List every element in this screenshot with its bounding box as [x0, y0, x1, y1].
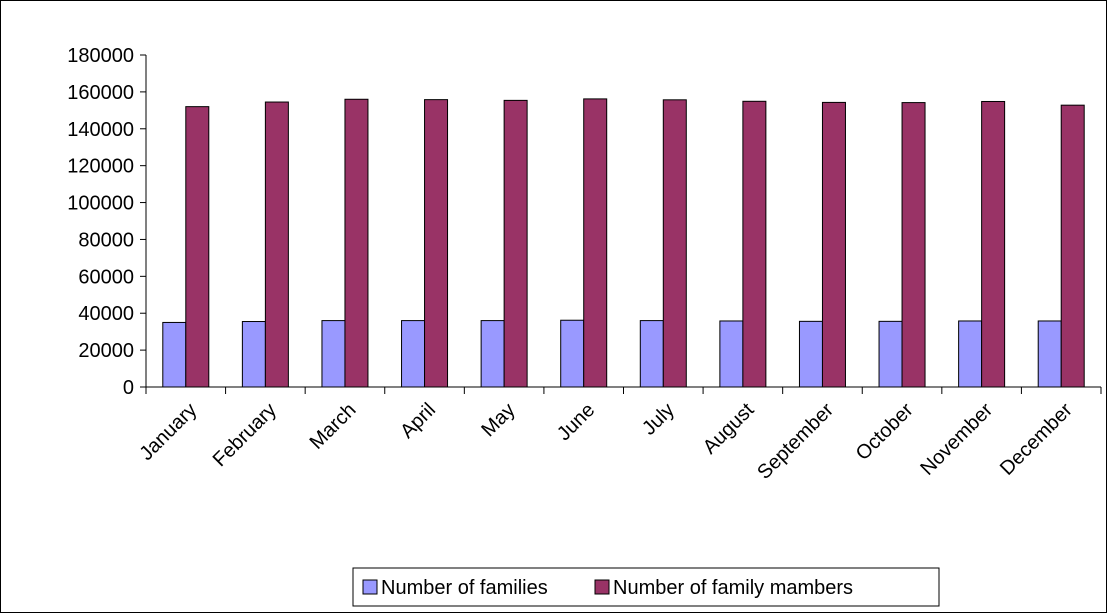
bar-family-members [185, 106, 210, 388]
legend-box [352, 567, 940, 607]
y-tick-label: 100000 [67, 193, 134, 215]
bar-families [162, 321, 187, 388]
bar-families [639, 320, 664, 388]
bars [162, 98, 1085, 388]
x-category-label: October [852, 399, 918, 465]
x-category-label: September [753, 399, 838, 484]
bar-families [321, 320, 346, 388]
y-tick-label: 160000 [67, 82, 134, 104]
legend-label: Number of family mambers [613, 577, 853, 599]
x-axis: January February March April May June July Augu… [135, 386, 1102, 484]
bar-family-members [821, 101, 846, 388]
bar-families [878, 320, 903, 388]
bar-family-members [424, 99, 449, 388]
legend-label: Number of families [381, 577, 548, 599]
bar-families [401, 320, 426, 388]
bar-families [798, 320, 823, 388]
legend-swatch [362, 579, 378, 595]
bar-families [1037, 320, 1062, 388]
x-category-label: January [135, 399, 201, 465]
y-tick-label: 20000 [78, 340, 134, 362]
bar-family-members [344, 98, 369, 388]
bar-family-members [901, 102, 926, 388]
x-category-label: February [209, 399, 281, 471]
y-tick-label: 120000 [67, 156, 134, 178]
bar-families [480, 320, 505, 388]
bar-families [958, 320, 983, 388]
bar-families [241, 321, 266, 388]
x-category-label: November [916, 399, 997, 480]
y-tick-label: 60000 [78, 266, 134, 288]
legend: Number of families Number of family mambe… [352, 567, 940, 607]
y-axis: 0 20000 40000 60000 80000 100000 120000 140000 1… [67, 45, 147, 399]
bar-family-members [981, 100, 1006, 388]
x-category-label: July [638, 399, 679, 440]
bar-family-members [264, 101, 289, 388]
x-category-label: December [996, 399, 1077, 480]
x-category-label: March [306, 399, 361, 454]
bar-families [719, 320, 744, 388]
y-tick-label: 180000 [67, 45, 134, 67]
bar-family-members [662, 99, 687, 388]
x-category-label: August [699, 399, 759, 459]
bar-family-members [742, 100, 767, 388]
x-category-label: May [477, 399, 519, 441]
y-tick-label: 40000 [78, 303, 134, 325]
bar-family-members [503, 99, 528, 388]
legend-swatch [594, 579, 610, 595]
y-tick-label: 140000 [67, 119, 134, 141]
bar-family-members [1060, 104, 1085, 388]
y-tick-label: 80000 [78, 229, 134, 251]
x-category-label: June [553, 399, 599, 445]
x-category-label: April [396, 399, 440, 443]
bar-family-members [583, 98, 608, 388]
bar-families [560, 319, 585, 388]
y-tick-label: 0 [123, 377, 134, 399]
